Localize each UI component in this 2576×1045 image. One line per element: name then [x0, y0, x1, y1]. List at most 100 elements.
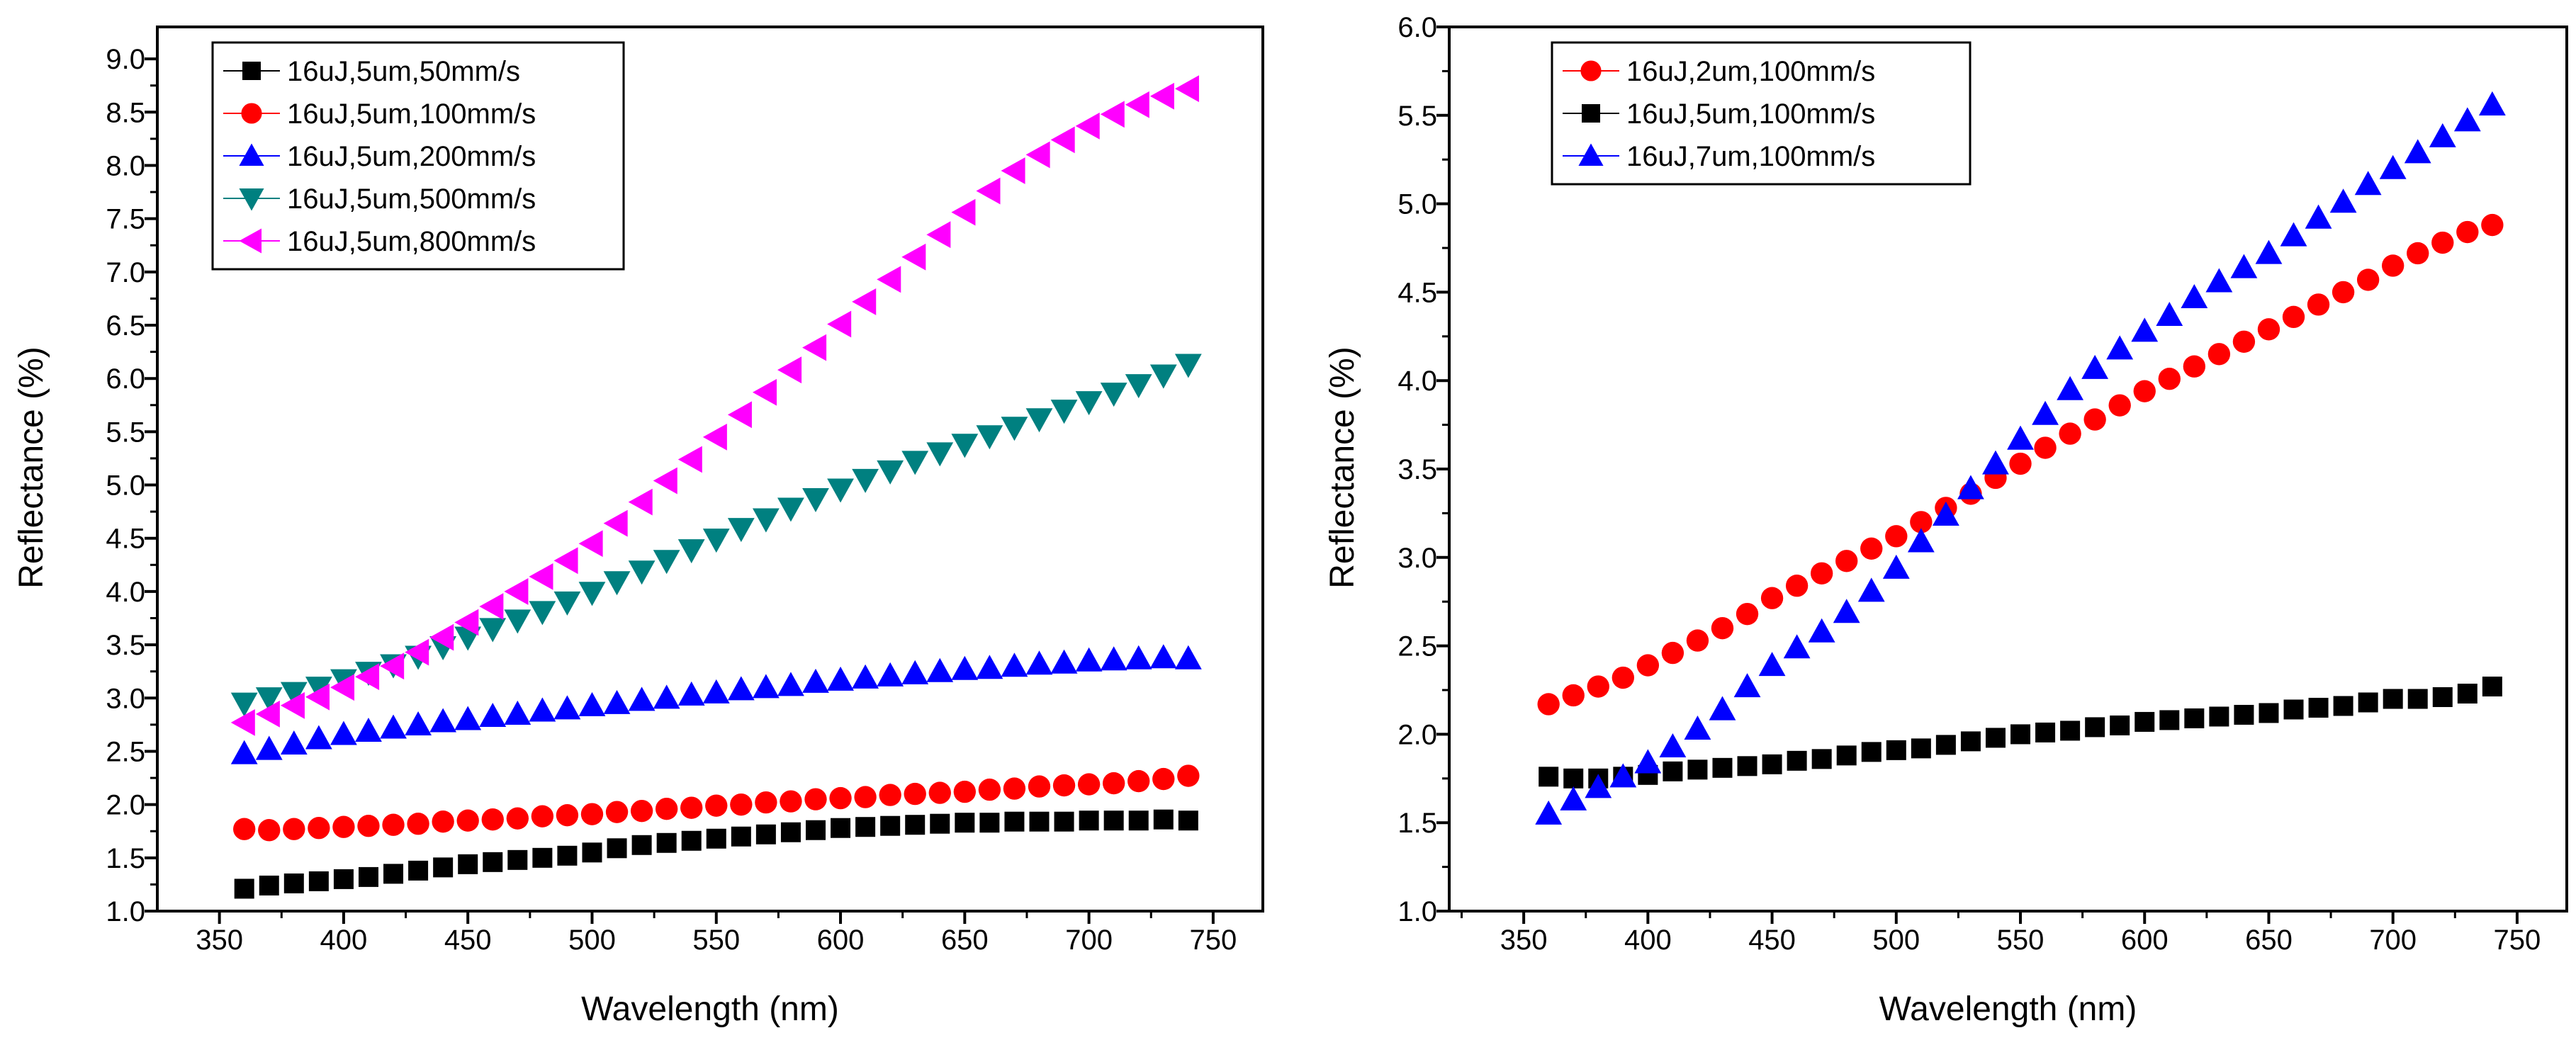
data-point — [1808, 618, 1835, 643]
y-tick-label: 3.5 — [106, 630, 145, 661]
data-point — [1760, 587, 1784, 609]
data-point — [979, 813, 1000, 833]
data-point — [727, 676, 755, 701]
data-point — [1712, 757, 1733, 778]
x-tick-label: 600 — [2121, 925, 2169, 956]
data-point — [305, 725, 332, 750]
y-tick-label: 2.0 — [1397, 719, 1437, 750]
data-point — [1029, 811, 1050, 832]
data-point — [805, 820, 826, 840]
data-point — [752, 674, 780, 699]
data-point — [2305, 204, 2332, 229]
legend-label: 16uJ,5um,200mm/s — [287, 141, 536, 172]
data-point — [553, 695, 581, 720]
y-tick-label: 5.5 — [1397, 101, 1437, 132]
data-point — [1709, 696, 1736, 721]
plot-frame — [156, 26, 1264, 913]
legend-marker — [242, 62, 261, 80]
data-point — [1661, 641, 1684, 665]
data-point — [1125, 91, 1149, 118]
data-point — [1001, 157, 1025, 184]
data-point — [429, 708, 457, 733]
data-point — [1025, 650, 1053, 675]
y-tick-label: 6.0 — [1397, 12, 1437, 43]
data-point — [2283, 699, 2304, 720]
data-point — [1787, 750, 1807, 771]
data-point — [2456, 220, 2479, 244]
y-axis-title: Reflectance (%) — [13, 346, 50, 588]
data-point — [1100, 383, 1127, 407]
chart-panel-left: 1.0 1.5 2.0 2.5 3.0 3.5 4.0 4.5 5.0 5.5 6.0 6.5 7.0 7… — [0, 0, 1276, 1045]
data-point — [280, 691, 305, 719]
data-point — [727, 401, 752, 429]
y-tick-label: 6.5 — [106, 310, 145, 341]
data-point — [553, 591, 581, 616]
data-point — [1810, 562, 1833, 584]
data-point — [582, 842, 602, 863]
data-point — [1001, 417, 1028, 441]
data-point — [1174, 75, 1199, 103]
data-point — [955, 813, 975, 833]
data-point — [1079, 810, 1099, 831]
data-point — [330, 674, 355, 701]
data-point — [259, 875, 279, 896]
data-point — [628, 488, 653, 516]
series-4 — [230, 354, 1202, 717]
data-point — [705, 794, 728, 817]
y-tick-label: 2.5 — [106, 736, 145, 767]
data-point — [1001, 653, 1028, 677]
data-point — [1128, 810, 1149, 831]
data-point — [804, 788, 827, 810]
data-point — [233, 818, 256, 840]
data-point — [1560, 786, 1587, 810]
data-point — [2159, 710, 2180, 730]
data-point — [2358, 692, 2378, 713]
series-3 — [230, 644, 1202, 764]
data-point — [2453, 107, 2481, 132]
data-point — [855, 817, 876, 837]
data-point — [2209, 706, 2229, 727]
data-point — [802, 334, 827, 361]
data-point — [458, 854, 478, 874]
data-point — [479, 702, 507, 727]
data-point — [1957, 475, 1984, 499]
data-point — [580, 803, 604, 825]
data-point — [557, 845, 578, 866]
data-point — [1935, 735, 1956, 755]
data-point — [752, 508, 780, 533]
legend: 16uJ,2um,100mm/s 16uJ,5um,100mm/s 16uJ,7um… — [1551, 41, 1972, 186]
data-point — [407, 813, 429, 835]
x-tick-label: 400 — [1624, 925, 1672, 956]
data-point — [1861, 742, 1882, 762]
legend-label: 16uJ,7um,100mm/s — [1626, 141, 1875, 172]
data-point — [901, 660, 929, 684]
data-point — [852, 664, 879, 689]
data-point — [2307, 293, 2330, 316]
y-tick-label: 2.0 — [106, 790, 145, 821]
data-point — [2332, 281, 2355, 304]
x-tick-label: 550 — [692, 925, 740, 956]
data-point — [330, 721, 357, 745]
data-point — [901, 451, 929, 475]
data-point — [1612, 666, 1634, 689]
data-point — [1585, 774, 1612, 798]
data-point — [2205, 268, 2233, 293]
data-point — [2232, 330, 2256, 353]
data-point — [827, 666, 854, 691]
legend-label: 16uJ,5um,50mm/s — [287, 56, 520, 87]
data-point — [605, 801, 629, 823]
data-point — [529, 601, 556, 626]
x-tick-label: 750 — [2494, 925, 2541, 956]
data-point — [305, 683, 330, 711]
data-point — [1737, 756, 1757, 776]
data-point — [1985, 728, 2006, 748]
data-point — [1811, 749, 1832, 769]
data-point — [1663, 761, 1683, 781]
data-point — [928, 781, 951, 804]
data-point — [2060, 721, 2081, 741]
data-point — [777, 672, 804, 696]
data-point — [953, 780, 977, 803]
data-point — [905, 815, 926, 835]
x-tick-label: 450 — [1748, 925, 1796, 956]
data-point — [507, 849, 528, 870]
